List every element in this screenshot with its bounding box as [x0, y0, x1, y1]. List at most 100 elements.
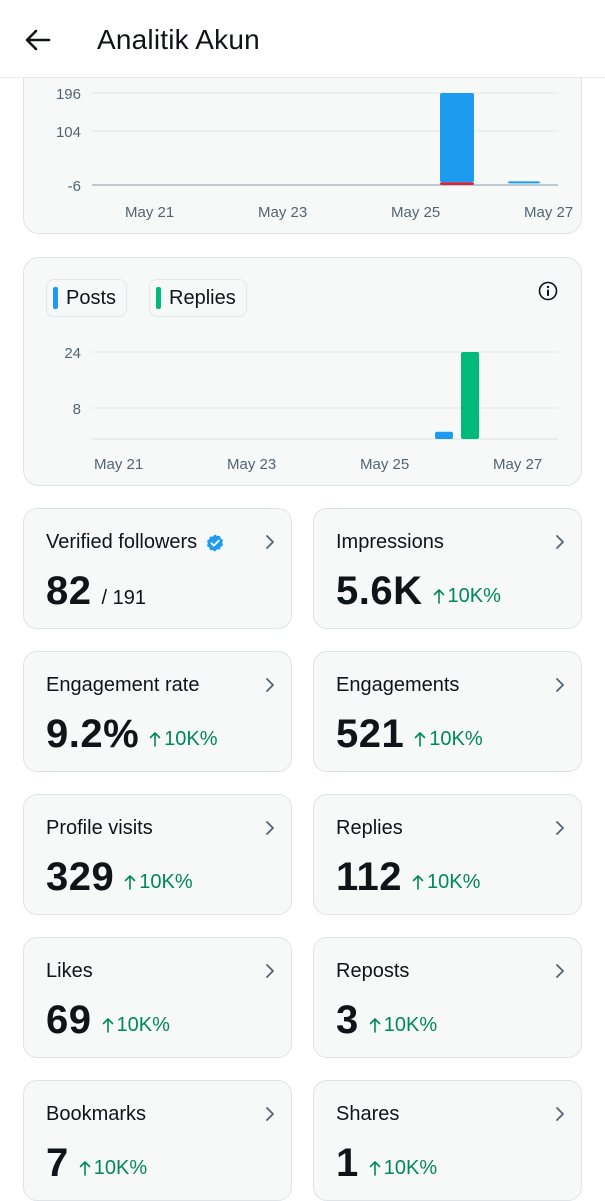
metric-change: 10K%	[369, 1157, 437, 1180]
x-tick-label: May 21	[125, 204, 174, 221]
arrow-up-icon	[412, 875, 424, 890]
metric-card[interactable]: Impressions 5.6K 10K%	[313, 508, 582, 629]
y-tick-label: 8	[73, 401, 81, 418]
metric-value-row: 5.6K 10K%	[336, 569, 501, 614]
metric-label-text: Impressions	[336, 531, 444, 553]
arrow-left-icon	[25, 29, 51, 51]
metric-label: Shares	[336, 1103, 399, 1126]
metric-label: Likes	[46, 960, 93, 983]
metric-value: 9.2%	[46, 712, 140, 756]
metric-change-text: 10K%	[93, 1156, 148, 1179]
chevron-right-icon[interactable]	[263, 819, 277, 837]
metric-label-text: Engagements	[336, 674, 460, 696]
metric-label-text: Reposts	[336, 960, 410, 982]
metric-label: Engagement rate	[46, 674, 199, 697]
metric-card[interactable]: Engagement rate 9.2% 10K%	[23, 651, 292, 772]
metric-change: 10K%	[102, 1014, 170, 1037]
chevron-right-icon[interactable]	[263, 1105, 277, 1123]
metric-value-row: 329 10K%	[46, 855, 193, 900]
metric-card[interactable]: Profile visits 329 10K%	[23, 794, 292, 915]
arrow-up-icon	[124, 875, 136, 890]
arrow-up-icon	[102, 1018, 113, 1033]
metric-card[interactable]: Shares 1 10K%	[313, 1080, 582, 1201]
metric-value-row: 9.2% 10K%	[46, 712, 218, 757]
metric-value-row: 1 10K%	[336, 1141, 437, 1186]
metric-change: 10K%	[414, 727, 483, 751]
back-button[interactable]	[22, 24, 54, 56]
metric-change-text: 10K%	[429, 727, 483, 750]
metric-label: Impressions	[336, 531, 444, 554]
metric-change-text: 10K%	[164, 727, 218, 750]
metric-value-row: 82 / 191	[46, 569, 146, 614]
chevron-right-icon[interactable]	[553, 819, 567, 837]
metric-total: / 191	[101, 587, 146, 609]
app-header: Analitik Akun	[0, 0, 605, 78]
metric-label-text: Verified followers	[46, 531, 198, 553]
chevron-right-icon[interactable]	[553, 533, 567, 551]
arrow-up-icon	[369, 1018, 381, 1033]
chart-bar[interactable]	[440, 93, 474, 183]
metric-label-text: Replies	[336, 817, 403, 839]
metric-value: 7	[46, 1141, 69, 1185]
chevron-right-icon[interactable]	[553, 676, 567, 694]
metric-card[interactable]: Replies 112 10K%	[313, 794, 582, 915]
chevron-right-icon[interactable]	[553, 962, 567, 980]
x-tick-label: May 23	[258, 204, 307, 221]
metric-value-row: 3 10K%	[336, 998, 437, 1043]
y-tick-label: 196	[56, 86, 81, 103]
chevron-right-icon[interactable]	[553, 1105, 567, 1123]
y-tick-label: -6	[68, 178, 81, 195]
info-icon[interactable]	[537, 280, 559, 302]
metric-card[interactable]: Engagements 521 10K%	[313, 651, 582, 772]
posts-replies-chart-panel: Posts Replies 24 8 May 21 May 23 May 25 May 2…	[23, 257, 582, 486]
y-tick-label: 104	[56, 124, 81, 141]
chart-bar[interactable]	[508, 181, 540, 184]
metric-label: Replies	[336, 817, 403, 840]
metric-card[interactable]: Likes 69 10K%	[23, 937, 292, 1058]
metric-value: 69	[46, 998, 92, 1042]
legend-label-replies: Replies	[169, 286, 236, 309]
metric-change-text: 10K%	[427, 870, 481, 893]
legend-item-replies[interactable]: Replies	[149, 279, 247, 317]
chevron-right-icon[interactable]	[263, 533, 277, 551]
legend-item-posts[interactable]: Posts	[46, 279, 128, 317]
arrow-up-icon	[433, 589, 444, 604]
metric-value-row: 69 10K%	[46, 998, 170, 1043]
x-tick-label: May 23	[227, 456, 276, 473]
metric-label-text: Shares	[336, 1103, 400, 1125]
metric-change-text: 10K%	[383, 1156, 438, 1179]
metric-change-text: 10K%	[139, 870, 193, 893]
metric-value-row: 112 10K%	[336, 855, 480, 900]
chevron-right-icon[interactable]	[263, 676, 277, 694]
metric-value: 112	[336, 855, 403, 899]
legend-label-posts: Posts	[66, 286, 117, 309]
y-tick-label: 24	[64, 345, 81, 362]
arrow-up-icon	[414, 732, 426, 747]
metric-label: Engagements	[336, 674, 459, 697]
x-tick-label: May 27	[524, 204, 573, 221]
metric-label: Bookmarks	[46, 1103, 146, 1126]
metric-card[interactable]: Reposts 3 10K%	[313, 937, 582, 1058]
metric-value: 3	[336, 998, 359, 1042]
metric-label: Verified followers	[46, 531, 225, 554]
x-tick-label: May 21	[94, 456, 143, 473]
metric-label-text: Engagement rate	[46, 674, 200, 696]
metric-label-text: Bookmarks	[46, 1103, 147, 1125]
chart-bar[interactable]	[440, 182, 474, 185]
chevron-right-icon[interactable]	[263, 962, 277, 980]
metric-card[interactable]: Bookmarks 7 10K%	[23, 1080, 292, 1201]
activity-chart-panel: 196 104 -6 May 21 May 23 May 25 May 27	[23, 60, 582, 234]
metric-label-text: Profile visits	[46, 817, 153, 839]
metric-change: 10K%	[369, 1014, 437, 1037]
metric-change: 10K%	[412, 871, 480, 894]
arrow-up-icon	[79, 1161, 91, 1176]
metric-value: 329	[46, 855, 115, 899]
metric-label: Profile visits	[46, 817, 153, 840]
metric-value: 82	[46, 569, 92, 613]
chart-bar[interactable]	[461, 352, 479, 439]
x-tick-label: May 25	[360, 456, 409, 473]
chart-bar[interactable]	[435, 431, 453, 439]
metric-change-text: 10K%	[383, 1013, 438, 1036]
metric-card[interactable]: Verified followers 82 / 191	[23, 508, 292, 629]
metric-label: Reposts	[336, 960, 409, 983]
